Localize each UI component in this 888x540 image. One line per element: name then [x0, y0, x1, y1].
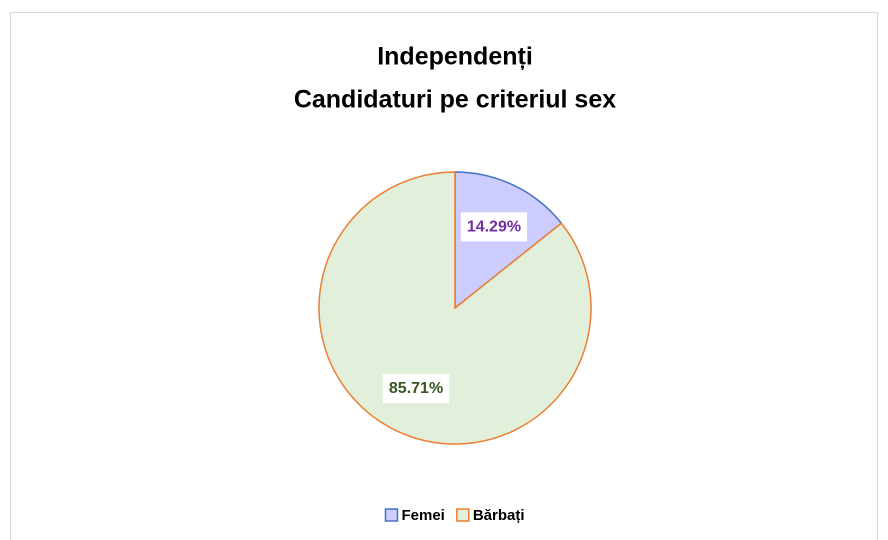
- legend-label: Bărbați: [473, 507, 525, 524]
- data-label-text: 14.29%: [467, 218, 521, 235]
- data-label: 85.71%: [382, 374, 450, 404]
- chart-title: Independenți: [377, 43, 533, 71]
- legend: Femei Bărbați: [384, 507, 525, 524]
- data-label-bg: [382, 374, 450, 404]
- data-label-text: 85.71%: [389, 380, 443, 397]
- legend-swatch: [384, 508, 399, 522]
- legend-label: Femei: [401, 507, 444, 524]
- data-label-bg: [460, 212, 528, 242]
- chart-title: Candidaturi pe criteriul sex: [294, 86, 616, 114]
- legend-swatch: [456, 508, 470, 522]
- data-label: 14.29%: [460, 212, 528, 242]
